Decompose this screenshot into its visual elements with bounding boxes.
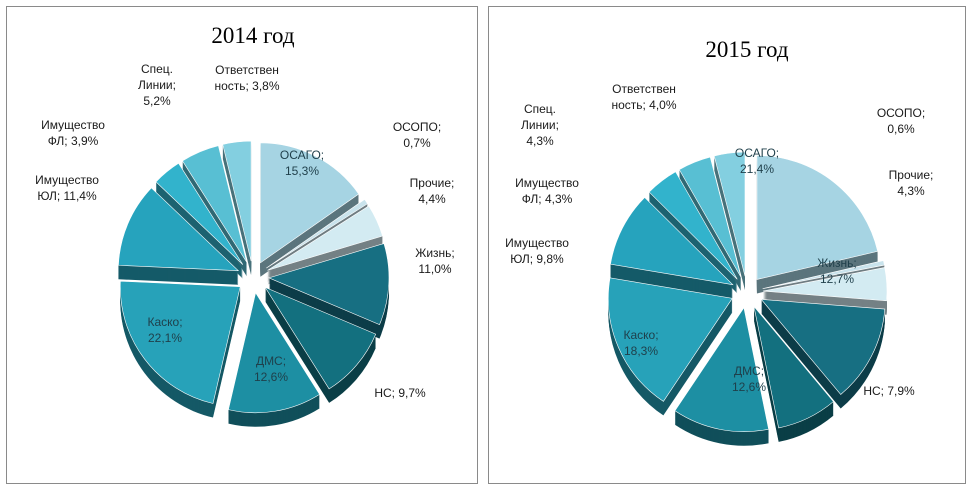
chart-panel-2015: 2015 год ОСАГО; 21,4% ОСОПО; 0,6% Прочие; 4,3… — [488, 6, 966, 484]
pie-slice-нс-7-9 — [753, 306, 834, 429]
pie-slice-каско — [119, 280, 241, 404]
slice-label-дмс: ДМС; 12,6% — [732, 364, 766, 394]
pie-slice-имущество — [648, 171, 738, 280]
slice-label-каско: Каско; 22,1% — [147, 315, 182, 345]
slice-label-жизнь: Жизнь; 12,7% — [817, 256, 857, 286]
pie-slice-спец — [182, 145, 248, 263]
pie-slice-жизнь — [760, 298, 886, 395]
slice-label-ответствен: Ответствен ность; 4,0% — [611, 82, 676, 112]
slice-label-ответствен: Ответствен ность; 3,8% — [214, 63, 279, 93]
slice-label-жизнь: Жизнь; 11,0% — [415, 246, 455, 276]
slice-label-имущество: Имущество ЮЛ; 9,8% — [505, 236, 569, 266]
pie-slice-осаго — [756, 155, 879, 280]
chart-panel-2014: 2014 год ОСАГО; 15,3% ОСОПО; 0,7% Прочие; 4,4… — [6, 6, 478, 484]
pie-slice-прочие — [267, 205, 383, 271]
slice-label-нс-9-7: НС; 9,7% — [374, 386, 426, 400]
pie-slice-жизнь — [268, 243, 390, 326]
pie-slice-каско — [608, 277, 733, 402]
pie-slice-имущество — [610, 197, 734, 286]
pie-slice-имущество — [118, 187, 240, 272]
slice-label-прочие: Прочие; 4,4% — [410, 176, 455, 206]
pie-chart-2015: 2015 год ОСАГО; 21,4% ОСОПО; 0,6% Прочие; 4,3… — [505, 37, 934, 446]
slice-label-нс-7-9: НС; 7,9% — [863, 384, 915, 398]
slice-label-спец: Спец. Линии; 4,3% — [521, 102, 559, 148]
pie-slice-осопо — [762, 260, 885, 289]
pie-slice-спец — [678, 156, 742, 278]
pie-slice-ответствен — [222, 140, 252, 262]
slice-label-каско: Каско; 18,3% — [623, 328, 658, 358]
slice-label-имущество: Имущество ФЛ; 4,3% — [515, 176, 579, 206]
chart-title: 2014 год — [211, 23, 294, 48]
pie-slice-нс-9-7 — [264, 286, 377, 390]
chart-title: 2015 год — [705, 37, 788, 62]
slice-label-осаго: ОСАГО; 21,4% — [735, 146, 779, 176]
pie-slice-осаго — [260, 142, 360, 264]
pie-slice-дмс — [674, 306, 769, 432]
slice-label-дмс: ДМС; 12,6% — [254, 354, 288, 384]
pie-slice-осопо — [266, 198, 368, 269]
pie-slice-прочие — [762, 267, 888, 302]
slice-label-осопо: ОСОПО; 0,7% — [393, 120, 441, 150]
slice-label-спец: Спец. Линии; 5,2% — [138, 62, 176, 108]
pie-slice-ответствен — [713, 151, 746, 277]
slice-label-имущество: Имущество ФЛ; 3,9% — [41, 118, 105, 148]
pie-chart-2014: 2014 год ОСАГО; 15,3% ОСОПО; 0,7% Прочие; 4,4… — [35, 23, 455, 427]
pie-slice-дмс — [228, 292, 320, 414]
pie-slice-имущество — [155, 162, 244, 265]
slice-label-осаго: ОСАГО; 15,3% — [280, 148, 324, 178]
slice-label-осопо: ОСОПО; 0,6% — [877, 106, 925, 136]
slice-label-имущество: Имущество ЮЛ; 11,4% — [35, 173, 99, 203]
slice-label-прочие: Прочие; 4,3% — [889, 168, 934, 198]
